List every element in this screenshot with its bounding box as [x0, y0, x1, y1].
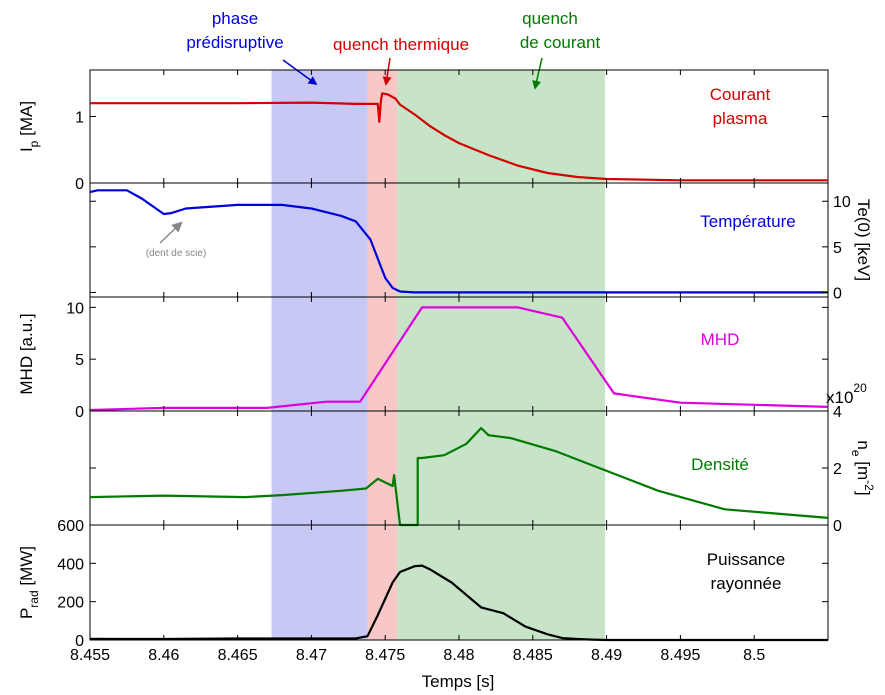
- series-line-radiation: [89, 564, 828, 642]
- series-line-current: [90, 92, 828, 182]
- y-tick-label: 200: [57, 595, 84, 612]
- panel-mhd: 0 5 10 MHD [a.u.]: [17, 296, 829, 421]
- annotation-phase-line1: phase: [212, 9, 258, 28]
- y-tick-label: 0: [75, 633, 84, 650]
- annotation-quench-thermique: quench thermique: [333, 35, 469, 86]
- x-tick-label: 8.455: [70, 647, 110, 664]
- annotation-quench-thermique-label: quench thermique: [333, 35, 469, 54]
- shaded-region-0: [271, 70, 368, 640]
- x-tick-label: 8.46: [148, 647, 179, 664]
- y-tick-label: 4: [833, 404, 842, 421]
- y-tick-label: 1: [75, 110, 84, 127]
- y-tick-label: 0: [75, 176, 84, 193]
- y-tick-label: 10: [66, 300, 84, 317]
- annotation-quench-courant: quench de courant: [520, 9, 601, 90]
- shaded-region-1: [367, 70, 398, 640]
- x-tick-label: 8.475: [365, 647, 405, 664]
- annotation-phase-line2: prédisruptive: [186, 33, 283, 52]
- y-tick-label: 600: [57, 518, 84, 535]
- annotation-quench-courant-line1: quench: [522, 9, 578, 28]
- panel-temperature: 0 5 10 Te(0) [keV]: [89, 182, 873, 302]
- series-line-temperature: [89, 189, 828, 294]
- panel-radiation: 0 200 400 600 Prad [MW]: [17, 518, 829, 650]
- x-tick-label: 8.495: [660, 647, 700, 664]
- x-tick-label: 8.465: [218, 647, 258, 664]
- phase-arrow: [282, 59, 318, 86]
- y-axis-label-mhd: MHD [a.u.]: [17, 313, 36, 394]
- y-tick-label: 5: [75, 352, 84, 369]
- annotation-dent-de-scie: (dent de scie): [146, 248, 207, 259]
- y-axis-label-temperature: Te(0) [keV]: [854, 199, 873, 281]
- annotation-phase-predisruptive: phase prédisruptive: [186, 9, 318, 86]
- series-line-mhd: [89, 306, 829, 412]
- annotation-quench-courant-line2: de courant: [520, 33, 601, 52]
- label-courant-line2: plasma: [713, 109, 768, 128]
- label-temperature: Température: [700, 212, 795, 231]
- y-axis-multiplier: x1020: [826, 381, 867, 407]
- x-tick-label: 8.49: [591, 647, 622, 664]
- x-tick-label: 8.5: [743, 647, 765, 664]
- y-tick-label: 2: [833, 461, 842, 478]
- label-densite: Densité: [691, 455, 749, 474]
- y-axis-label-density: ne [m-2]: [849, 440, 876, 495]
- y-axis-label-radiation: Prad [MW]: [17, 546, 41, 619]
- label-puissance-line2: rayonnée: [711, 574, 782, 593]
- label-puissance-line1: Puissance: [707, 550, 785, 569]
- quench-courant-arrow: [532, 57, 543, 90]
- dent-de-scie-arrow: [159, 221, 183, 244]
- label-courant-line1: Courant: [710, 85, 771, 104]
- label-mhd: MHD: [701, 330, 740, 349]
- x-axis: 8.455 8.46 8.465 8.47 8.475 8.48 8.485 8.49 8.49…: [70, 647, 765, 664]
- y-tick-label: 0: [833, 518, 842, 535]
- x-axis-label: Temps [s]: [422, 672, 495, 691]
- x-tick-label: 8.485: [513, 647, 553, 664]
- y-tick-label: 5: [833, 240, 842, 257]
- y-tick-label: 0: [75, 404, 84, 421]
- y-tick-label: 10: [833, 194, 851, 211]
- y-axis-label-current: Ip [MA]: [17, 101, 41, 152]
- quench-thermique-arrow: [382, 57, 392, 86]
- shaded-region-2: [397, 70, 606, 640]
- x-tick-label: 8.48: [443, 647, 474, 664]
- y-tick-label: 0: [833, 285, 842, 302]
- y-tick-label: 400: [57, 556, 84, 573]
- x-tick-label: 8.47: [296, 647, 327, 664]
